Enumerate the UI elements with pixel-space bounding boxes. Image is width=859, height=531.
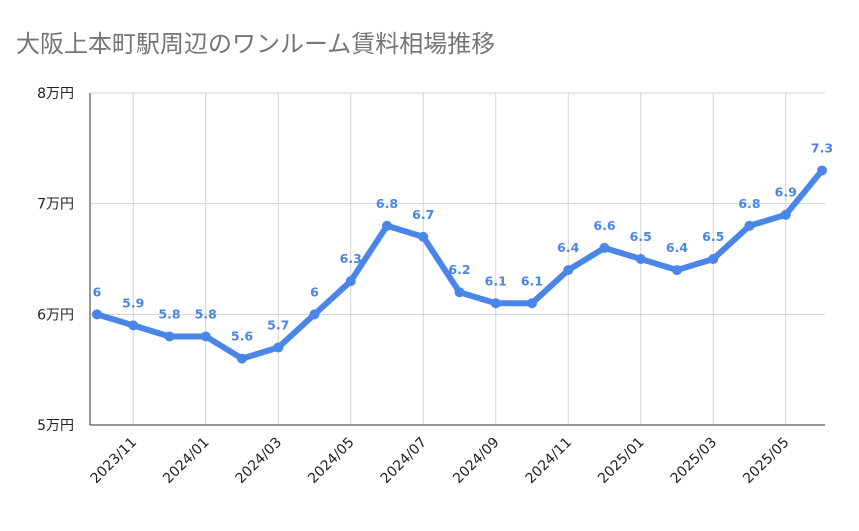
y-tick-label: 5万円 [37,418,74,434]
data-point [128,320,139,331]
data-label: 6.4 [557,240,579,255]
data-point [490,298,501,309]
data-point [309,309,320,320]
data-point [817,165,827,176]
data-label: 6.5 [630,229,652,244]
x-tick-label: 2024/09 [450,435,502,487]
x-tick-label: 2025/03 [668,435,720,487]
data-label: 5.7 [267,318,289,333]
data-point [599,242,610,253]
data-point [454,287,465,298]
data-label: 6.9 [775,185,797,200]
data-label: 6.7 [412,207,434,222]
data-label: 5.8 [195,306,217,321]
x-tick-label: 2024/01 [160,435,212,487]
x-tick-label: 2023/11 [88,435,140,487]
data-label: 6.2 [448,262,470,277]
data-label: 6.1 [521,273,543,288]
data-point [527,298,537,309]
data-label: 6.6 [593,218,615,233]
x-tick-label: 2024/03 [233,435,285,487]
data-point [345,276,356,287]
data-point [744,220,755,231]
x-tick-label: 2025/05 [740,435,792,487]
x-tick-label: 2024/07 [378,435,430,487]
data-point [635,254,646,264]
y-tick-label: 8万円 [37,86,74,102]
data-label: 6.4 [666,240,688,255]
data-point [237,353,247,364]
x-tick-label: 2024/11 [523,435,575,487]
data-label: 6 [310,284,319,299]
x-tick-label: 2025/01 [595,435,647,487]
x-tick-label: 2024/05 [305,435,357,487]
label-layer: 6 5.9 5.8 5.8 5.6 5.7 6 6.3 6.8 6.7 6.2 6.1 6.1 6.4 6.… [93,140,833,343]
axis-layer: 5万円 6万円 7万円 8万円 2023/11 2024/01 2024/03 2024/05… [37,86,825,487]
data-label: 6.8 [376,196,398,211]
data-point [200,331,211,342]
data-point [92,309,102,320]
data-label: 5.9 [122,295,144,310]
data-label: 7.3 [811,140,833,155]
data-label: 6.1 [485,273,507,288]
data-label: 6.8 [738,196,760,211]
data-label: 6.3 [340,251,362,266]
data-point [708,254,719,264]
data-point [780,209,791,220]
data-point [164,331,175,342]
chart-title: 大阪上本町駅周辺のワンルーム賃料相場推移 [16,30,496,58]
data-label: 6.5 [702,229,724,244]
series-layer [92,165,827,364]
data-point [672,265,682,276]
data-label: 5.8 [158,306,180,321]
data-label: 6 [93,284,102,299]
data-point [273,342,284,353]
grid-layer [90,92,825,426]
data-point [563,265,574,276]
data-label: 5.6 [231,329,253,344]
data-point [382,220,392,231]
data-point [418,231,429,242]
y-tick-label: 6万円 [37,307,74,323]
y-tick-label: 7万円 [37,197,74,213]
